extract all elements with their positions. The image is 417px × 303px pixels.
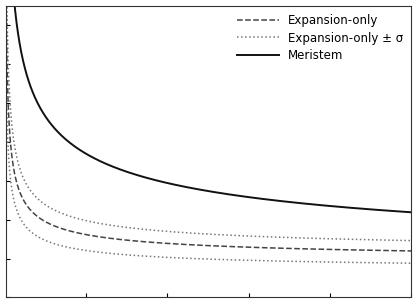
Legend: Expansion-only, Expansion-only ± σ, Meristem: Expansion-only, Expansion-only ± σ, Meri… <box>233 9 408 67</box>
